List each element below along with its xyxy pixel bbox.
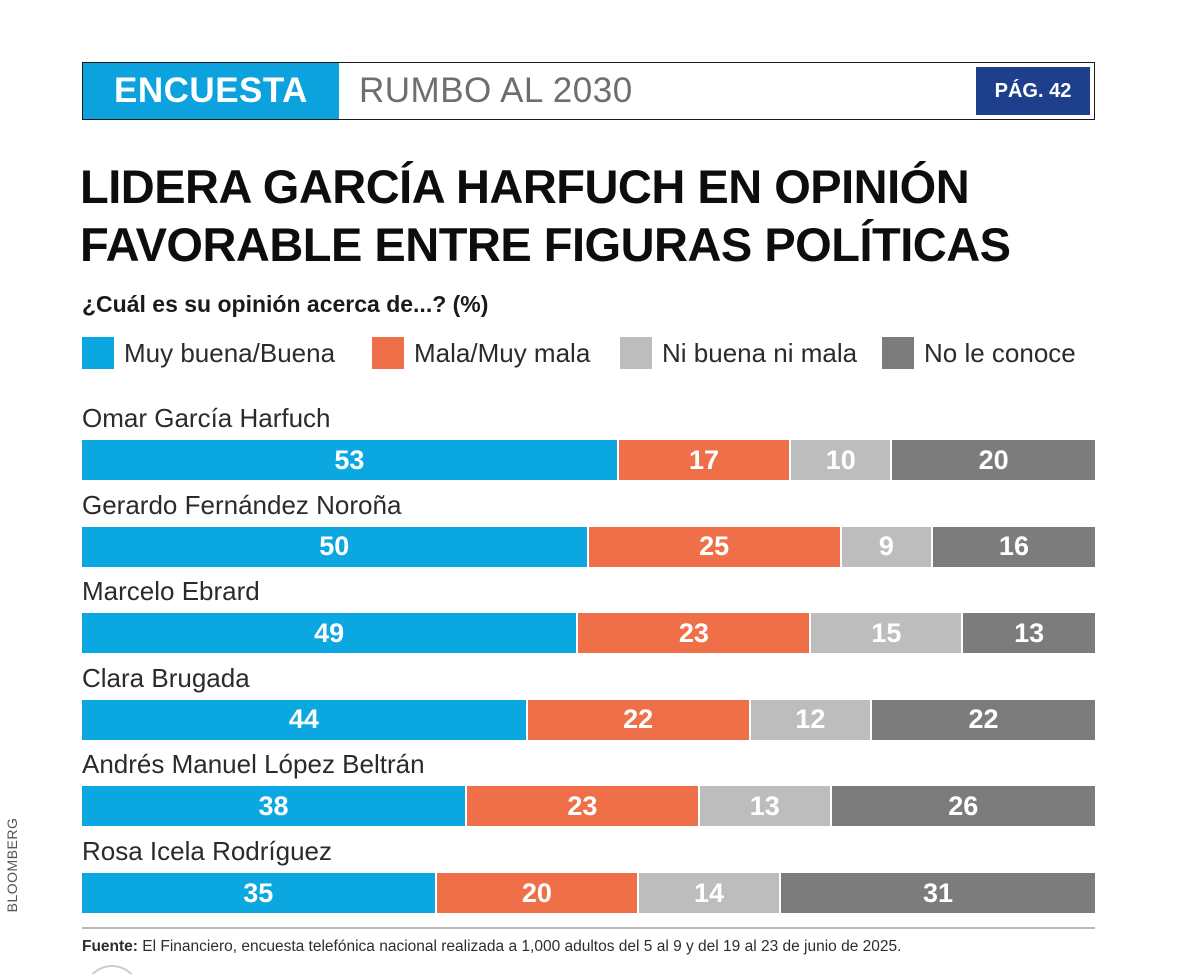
bar-segment-unknown: 20	[892, 440, 1095, 480]
source-text: El Financiero, encuesta telefónica nacio…	[137, 938, 902, 955]
legend-item-good: Muy buena/Buena	[82, 337, 335, 369]
data-label: 13	[1014, 617, 1045, 648]
bar-segment-bad: 20	[436, 873, 638, 913]
data-label: 49	[314, 617, 345, 648]
photo-credit-text: BLOOMBERG	[4, 817, 20, 913]
data-label: 17	[688, 444, 719, 475]
row-label: Clara Brugada	[82, 662, 250, 693]
data-label: 44	[288, 704, 319, 735]
headline-line-1: LIDERA GARCÍA HARFUCH EN OPINIÓN	[80, 160, 970, 213]
bar-segment-good: 35	[82, 873, 435, 913]
legend-label-unknown: No le conoce	[924, 337, 1076, 368]
data-label: 13	[749, 790, 780, 821]
data-label: 23	[678, 617, 709, 648]
bar-segment-bad: 23	[578, 613, 810, 654]
bar-segment-neutral: 15	[811, 613, 962, 654]
bar-segment-neutral: 12	[750, 699, 871, 740]
legend-swatch-bad	[372, 337, 404, 369]
row-label: Marcelo Ebrard	[82, 576, 260, 607]
bar-segment-neutral: 10	[791, 440, 891, 480]
section-header: ENCUESTA RUMBO AL 2030 PÁG. 42	[82, 62, 1095, 120]
data-label: 20	[521, 877, 552, 908]
publication-seal	[84, 965, 140, 974]
row-label: Andrés Manuel López Beltrán	[82, 749, 425, 780]
bar-segment-bad: 22	[527, 699, 749, 740]
header-page-number: PÁG. 42	[976, 67, 1090, 115]
legend-label-bad: Mala/Muy mala	[414, 337, 591, 368]
data-label: 10	[825, 444, 856, 475]
header-tag: ENCUESTA	[83, 63, 339, 119]
legend-item-neutral: Ni buena ni mala	[620, 337, 857, 369]
bar-segment-neutral: 13	[699, 786, 830, 827]
chart-question: ¿Cuál es su opinión acerca de...? (%)	[82, 291, 489, 317]
bar-segment-unknown: 13	[963, 613, 1095, 654]
bar-segment-unknown: 26	[831, 786, 1095, 827]
row-label: Omar García Harfuch	[82, 403, 331, 433]
divider	[82, 927, 1095, 929]
data-label: 35	[243, 877, 274, 908]
data-label: 14	[694, 877, 725, 908]
legend-swatch-neutral	[620, 337, 652, 369]
legend-label-good: Muy buena/Buena	[124, 337, 336, 368]
bar-segment-unknown: 16	[932, 526, 1095, 567]
bar-segment-unknown: 22	[872, 699, 1095, 740]
data-label: 15	[871, 617, 902, 648]
bar-segment-good: 53	[82, 440, 617, 480]
data-label: 26	[948, 790, 979, 821]
legend-label-neutral: Ni buena ni mala	[662, 337, 858, 368]
row-label: Rosa Icela Rodríguez	[82, 836, 333, 866]
header-section-title: RUMBO AL 2030	[359, 71, 633, 110]
bar-segment-good: 38	[82, 786, 465, 827]
row-label: Gerardo Fernández Noroña	[82, 489, 402, 520]
headline-line-2: FAVORABLE ENTRE FIGURAS POLÍTICAS	[80, 218, 1011, 271]
headline: LIDERA GARCÍA HARFUCH EN OPINIÓN FAVORAB…	[80, 158, 1120, 274]
data-label: 50	[319, 531, 350, 562]
photo-credit: BLOOMBERG	[2, 800, 22, 930]
bar-segment-good: 49	[82, 613, 577, 654]
chart-legend: Muy buena/Buena Mala/Muy mala Ni buena ni …	[82, 337, 1095, 369]
legend-item-unknown: No le conoce	[882, 337, 1076, 369]
data-label: 38	[258, 790, 289, 821]
bar-segment-bad: 23	[466, 786, 698, 827]
data-label: 16	[998, 531, 1029, 562]
source-note: Fuente: El Financiero, encuesta telefóni…	[82, 938, 901, 956]
data-label: 22	[968, 704, 999, 735]
bar-segment-neutral: 9	[841, 526, 931, 567]
data-label: 31	[922, 877, 953, 908]
data-label: 25	[699, 531, 730, 562]
legend-swatch-good	[82, 337, 114, 369]
data-label: 22	[623, 704, 654, 735]
data-label: 9	[878, 531, 894, 562]
bar-segment-neutral: 14	[639, 873, 779, 913]
data-label: 53	[334, 444, 365, 475]
bar-segment-good: 44	[82, 699, 526, 740]
data-label: 23	[567, 790, 598, 821]
data-label: 20	[978, 444, 1009, 475]
bar-segment-bad: 17	[618, 440, 790, 480]
bar-segment-good: 50	[82, 526, 587, 567]
bar-segment-bad: 25	[588, 526, 840, 567]
bar-segment-unknown: 31	[780, 873, 1095, 913]
legend-item-bad: Mala/Muy mala	[372, 337, 590, 369]
data-label: 12	[795, 704, 826, 735]
source-label: Fuente:	[82, 938, 138, 955]
legend-swatch-unknown	[882, 337, 914, 369]
